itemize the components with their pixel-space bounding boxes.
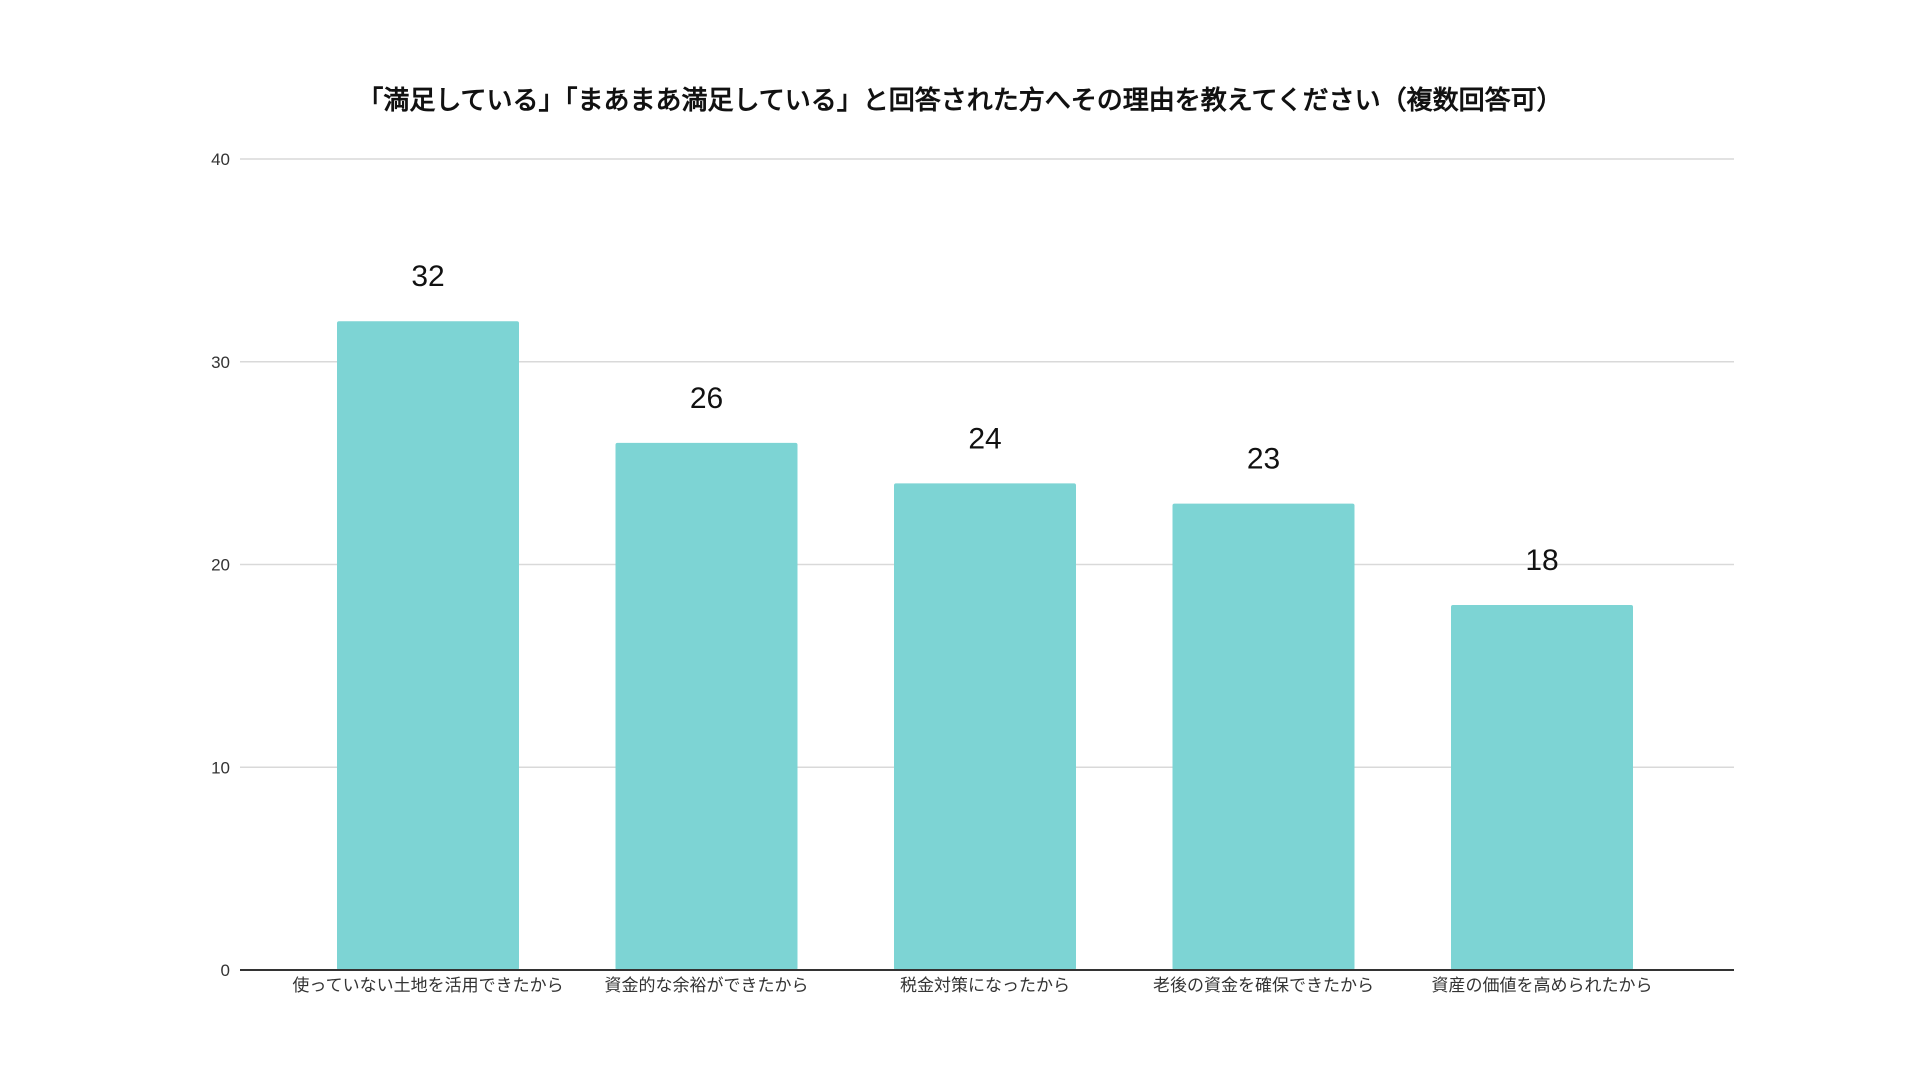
- data-label: 23: [1247, 443, 1280, 476]
- data-label: 18: [1525, 544, 1558, 577]
- x-category-label: 資金的な余裕ができたから: [605, 976, 809, 996]
- y-axis-ticks: 0 10 20 30 40: [211, 150, 230, 980]
- x-category-label: 税金対策になったから: [900, 976, 1070, 996]
- bar: [894, 483, 1076, 970]
- x-axis-categories: 使っていない土地を活用できたから 資金的な余裕ができたから 税金対策になったから 老後…: [292, 975, 1652, 996]
- bars: [337, 321, 1633, 971]
- data-label: 26: [690, 382, 723, 415]
- data-label: 24: [968, 422, 1001, 455]
- bar: [615, 442, 798, 971]
- chart-title: 「満足している」「まあまあ満足している」と回答された方へその理由を教えてください…: [357, 85, 1562, 116]
- bar: [337, 321, 519, 970]
- x-category-label: 老後の資金を確保できたから: [1153, 976, 1374, 996]
- y-tick-label: 20: [211, 556, 230, 575]
- bar: [1451, 605, 1633, 970]
- y-tick-label: 10: [211, 758, 230, 777]
- y-tick-label: 40: [211, 150, 230, 169]
- bar: [1172, 503, 1355, 970]
- x-category-label: 資産の価値を高められたから: [1432, 976, 1653, 996]
- x-category-label: 使っていない土地を活用できたから: [292, 975, 563, 996]
- y-tick-label: 0: [221, 961, 230, 980]
- data-labels: 32 26 24 23 18: [411, 260, 1558, 577]
- data-label: 32: [411, 260, 444, 293]
- y-tick-label: 30: [211, 353, 230, 372]
